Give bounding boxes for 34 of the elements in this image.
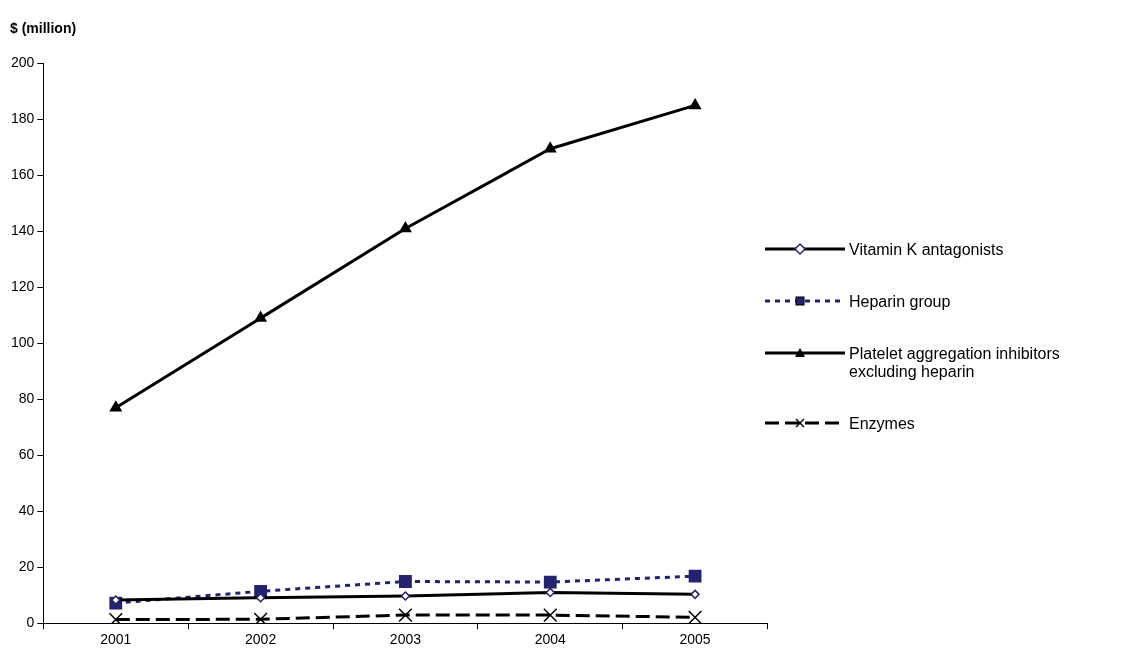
legend-label: Vitamin K antagonists: [849, 241, 1004, 259]
point: [543, 607, 558, 623]
point: [543, 575, 557, 589]
y-tick-label: 60: [18, 446, 35, 463]
point: [108, 612, 123, 624]
legend-label: Heparin group: [849, 293, 951, 311]
y-tick-label: 20: [18, 558, 35, 575]
y-tick-label: 120: [11, 278, 35, 295]
x-tick-label: 2001: [100, 631, 132, 648]
y-tick-label: 40: [18, 502, 35, 519]
x-tick-label: 2005: [679, 631, 711, 648]
y-axis-title: $ (million): [10, 20, 77, 36]
y-tick-label: 200: [11, 54, 35, 71]
y-tick-label: 180: [11, 110, 35, 127]
x-tick-label: 2002: [245, 631, 277, 648]
legend-label: Platelet aggregation inhibitors excluding heparin: [849, 345, 1061, 381]
legend-label: Enzymes: [849, 415, 915, 433]
point: [109, 400, 122, 412]
point: [689, 98, 702, 110]
point: [253, 612, 268, 624]
y-tick-label: 0: [26, 614, 35, 631]
point: [254, 311, 267, 322]
point: [399, 575, 412, 588]
point: [398, 607, 413, 623]
x-tick-label: 2004: [534, 631, 567, 648]
y-tick-label: 100: [11, 334, 35, 351]
point: [399, 221, 412, 233]
point: [544, 142, 557, 153]
point: [688, 569, 702, 583]
y-tick-label: 140: [11, 222, 35, 239]
y-tick-label: 80: [18, 390, 35, 407]
x-tick-label: 2003: [389, 631, 422, 648]
point: [687, 610, 703, 624]
y-tick-label: 160: [11, 166, 35, 183]
